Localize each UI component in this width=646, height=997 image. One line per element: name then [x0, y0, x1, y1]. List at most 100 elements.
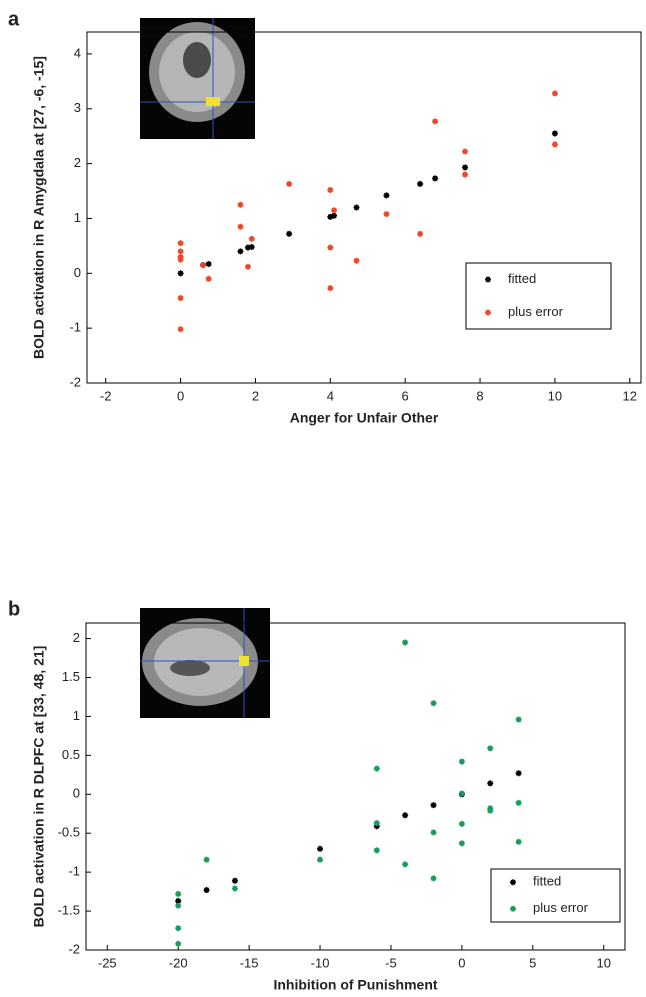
data-point [317, 857, 323, 863]
data-point [178, 295, 184, 301]
data-point [383, 192, 389, 198]
data-point [175, 903, 181, 909]
panel-label: a [8, 8, 20, 30]
x-tick-label: 10 [596, 955, 610, 970]
data-point [459, 840, 465, 846]
data-point [417, 231, 423, 237]
data-point [286, 181, 292, 187]
y-tick-label: 2 [73, 630, 80, 645]
data-point [249, 236, 255, 242]
data-point [516, 839, 522, 845]
x-tick-label: 10 [548, 388, 562, 403]
x-tick-label: 2 [252, 388, 259, 403]
legend-label: fitted [508, 271, 536, 286]
y-axis-label: BOLD activation in R DLPFC at [33, 48, 2… [31, 646, 47, 928]
legend: fitted plus error [466, 263, 611, 329]
y-tick-label: 3 [74, 100, 81, 115]
x-tick-label: -25 [98, 955, 117, 970]
data-point [175, 925, 181, 931]
legend-label: plus error [508, 304, 564, 319]
data-point [245, 264, 251, 270]
data-point [431, 829, 437, 835]
y-tick-label: 2 [74, 155, 81, 170]
legend-marker [485, 310, 491, 316]
x-tick-label: 5 [529, 955, 536, 970]
data-point [462, 164, 468, 170]
y-tick-label: -2 [69, 374, 81, 389]
y-tick-label: -1 [69, 320, 81, 335]
data-point [354, 258, 360, 264]
data-point [232, 885, 238, 891]
x-tick-label: -10 [311, 955, 330, 970]
data-point [178, 326, 184, 332]
data-point [516, 800, 522, 806]
data-point [487, 780, 493, 786]
data-point [175, 941, 181, 947]
data-point [552, 90, 558, 96]
y-tick-label: 0.5 [62, 747, 80, 762]
data-point [487, 745, 493, 751]
page: {"chart_data": [ {"type": "scatter", "pa… [0, 0, 646, 997]
x-tick-label: 0 [177, 388, 184, 403]
data-point [402, 861, 408, 867]
data-point [327, 245, 333, 251]
data-point [286, 231, 292, 237]
x-tick-label: 0 [458, 955, 465, 970]
y-tick-label: -1 [68, 864, 80, 879]
x-tick-label: -20 [169, 955, 188, 970]
data-point [487, 808, 493, 814]
data-point [516, 770, 522, 776]
y-tick-label: 1 [74, 210, 81, 225]
data-point [552, 141, 558, 147]
legend-label: plus error [533, 900, 589, 915]
legend-marker [485, 277, 491, 283]
data-point [459, 759, 465, 765]
data-point [374, 820, 380, 826]
data-point [204, 857, 210, 863]
data-point [516, 717, 522, 723]
data-point [327, 285, 333, 291]
legend-marker [510, 879, 516, 885]
x-tick-label: -15 [240, 955, 259, 970]
data-point [204, 887, 210, 893]
data-point [432, 118, 438, 124]
figure: a-2024681012-2-101234Anger for Unfair Ot… [0, 0, 646, 997]
y-tick-label: 1 [73, 708, 80, 723]
legend-box [466, 263, 611, 329]
y-tick-label: 1.5 [62, 669, 80, 684]
data-point [552, 130, 558, 136]
data-point [374, 766, 380, 772]
y-axis-label: BOLD activation in R Amygdala at [27, -6… [31, 56, 47, 359]
x-tick-label: 4 [327, 388, 334, 403]
data-point [237, 224, 243, 230]
data-point [432, 175, 438, 181]
data-point [206, 261, 212, 267]
x-tick-label: 12 [623, 388, 637, 403]
legend-marker [510, 906, 516, 912]
data-point [402, 812, 408, 818]
data-point [374, 847, 380, 853]
data-point [178, 270, 184, 276]
data-point [237, 248, 243, 254]
data-point [402, 639, 408, 645]
x-tick-label: -2 [100, 388, 112, 403]
data-point [459, 821, 465, 827]
data-point [232, 878, 238, 884]
data-point [200, 262, 206, 268]
data-point [431, 875, 437, 881]
data-point [383, 211, 389, 217]
data-point [331, 213, 337, 219]
data-point [354, 205, 360, 211]
x-tick-label: -5 [385, 955, 397, 970]
x-tick-label: 8 [476, 388, 483, 403]
data-point [237, 202, 243, 208]
x-axis-label: Anger for Unfair Other [290, 410, 439, 426]
data-point [175, 891, 181, 897]
y-tick-label: 0 [73, 786, 80, 801]
data-point [178, 248, 184, 254]
x-axis-label: Inhibition of Punishment [273, 977, 437, 993]
x-tick-label: 6 [402, 388, 409, 403]
panel-label: b [8, 598, 20, 620]
data-point [331, 207, 337, 213]
